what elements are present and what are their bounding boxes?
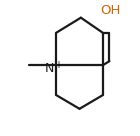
- Text: N: N: [45, 61, 54, 75]
- Text: +: +: [54, 60, 62, 70]
- Text: OH: OH: [101, 4, 121, 17]
